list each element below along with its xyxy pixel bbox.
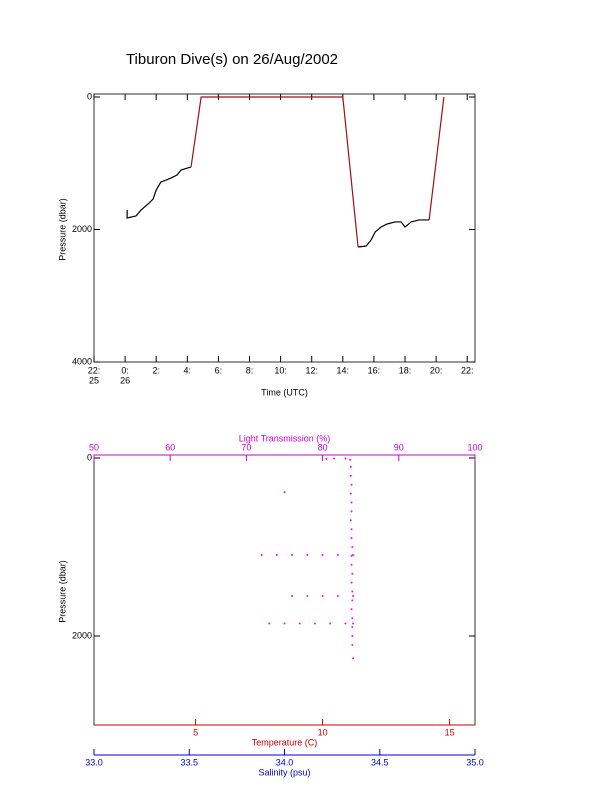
y-tick-label: 2000: [72, 224, 92, 234]
y-tick-label: 4000: [72, 356, 92, 366]
plot-frame: [93, 454, 476, 726]
x-tick-label: 5: [193, 727, 198, 737]
y-tick-label: 0: [87, 91, 92, 101]
data-point: [333, 457, 336, 460]
x-tick-label: 34.0: [276, 757, 294, 767]
data-point: [351, 590, 354, 593]
data-point: [350, 528, 353, 531]
data-point: [329, 622, 332, 625]
x-tick-label: 16:: [368, 365, 381, 375]
data-point: [350, 563, 353, 566]
data-point: [313, 622, 316, 625]
x-tick-label: 6:: [215, 365, 223, 375]
data-point: [344, 457, 347, 460]
x-axis-label: Light Transmission (%): [239, 433, 331, 443]
data-point: [260, 554, 263, 557]
data-point: [336, 594, 339, 597]
x-tick-label: 22:: [88, 365, 101, 375]
chart-title: Tiburon Dive(s) on 26/Aug/2002: [126, 51, 338, 68]
y-axis-label: Pressure (dbar): [57, 560, 67, 623]
x-tick-label: 12:: [305, 365, 318, 375]
x-tick-label: 50: [89, 442, 99, 452]
data-point: [352, 594, 355, 597]
data-point: [352, 554, 355, 557]
x-tick-label: 60: [165, 442, 175, 452]
data-point: [321, 554, 324, 557]
data-point: [351, 643, 354, 646]
data-point: [349, 519, 352, 522]
data-point: [349, 492, 352, 495]
x-tick-label: 100: [467, 442, 482, 452]
data-point: [351, 599, 354, 602]
data-point: [275, 554, 278, 557]
data-point: [352, 657, 355, 660]
data-line: [126, 166, 430, 248]
data-point: [350, 554, 353, 557]
data-point: [351, 635, 354, 637]
data-point: [351, 572, 354, 575]
data-point: [350, 608, 353, 611]
x-tick-label: 35.0: [466, 757, 484, 767]
data-point: [291, 554, 294, 557]
data-point: [344, 622, 347, 625]
x-tick-label: 90: [394, 442, 404, 452]
data-point: [350, 510, 353, 513]
x-tick-label: 8:: [246, 365, 254, 375]
y-axis-label: Pressure (dbar): [57, 198, 67, 261]
data-point: [336, 554, 339, 557]
x-tick-label: 18:: [399, 365, 412, 375]
data-point: [349, 458, 352, 461]
data-point: [350, 581, 353, 584]
x-tick-label: 14:: [337, 365, 350, 375]
data-point: [298, 622, 301, 625]
data-point: [349, 465, 352, 468]
x-tick-label: 34.5: [371, 757, 389, 767]
x-axis-label: Temperature (C): [252, 737, 318, 747]
data-point: [352, 622, 355, 625]
plot-frame: [93, 93, 476, 363]
x-tick-label: 33.5: [180, 757, 198, 767]
data-point: [350, 501, 353, 504]
x-tick-label: 33.0: [85, 757, 103, 767]
x-tick-label: 20:: [430, 365, 443, 375]
data-point: [351, 617, 354, 620]
x-axis-label: Time (UTC): [261, 387, 308, 397]
data-point: [350, 537, 353, 540]
x-tick-label: 22:: [461, 365, 474, 375]
data-point: [351, 546, 354, 548]
x-axis-label: Salinity (psu): [258, 767, 310, 777]
data-point: [351, 626, 354, 629]
data-point: [283, 491, 286, 494]
data-point: [291, 594, 294, 597]
data-point: [283, 622, 286, 625]
x-tick-label: 10:: [274, 365, 287, 375]
data-point: [306, 594, 309, 597]
x-tick-label: 4:: [184, 365, 192, 375]
x-tick-label: 80: [318, 442, 328, 452]
x-tick-label: 15: [445, 727, 455, 737]
x-tick-label: 70: [241, 442, 251, 452]
data-line: [190, 96, 445, 248]
data-point: [321, 594, 324, 597]
data-point: [349, 474, 352, 477]
y-tick-label: 2000: [72, 630, 92, 640]
x-tick-sublabel: 25: [89, 375, 99, 385]
y-tick-label: 0: [87, 452, 92, 462]
x-tick-label: 2:: [152, 365, 160, 375]
x-tick-sublabel: 26: [120, 375, 130, 385]
x-tick-label: 0:: [121, 365, 129, 375]
data-point: [306, 554, 309, 557]
data-point: [325, 457, 328, 460]
x-tick-label: 10: [318, 727, 328, 737]
data-point: [350, 483, 353, 486]
data-point: [268, 622, 271, 625]
